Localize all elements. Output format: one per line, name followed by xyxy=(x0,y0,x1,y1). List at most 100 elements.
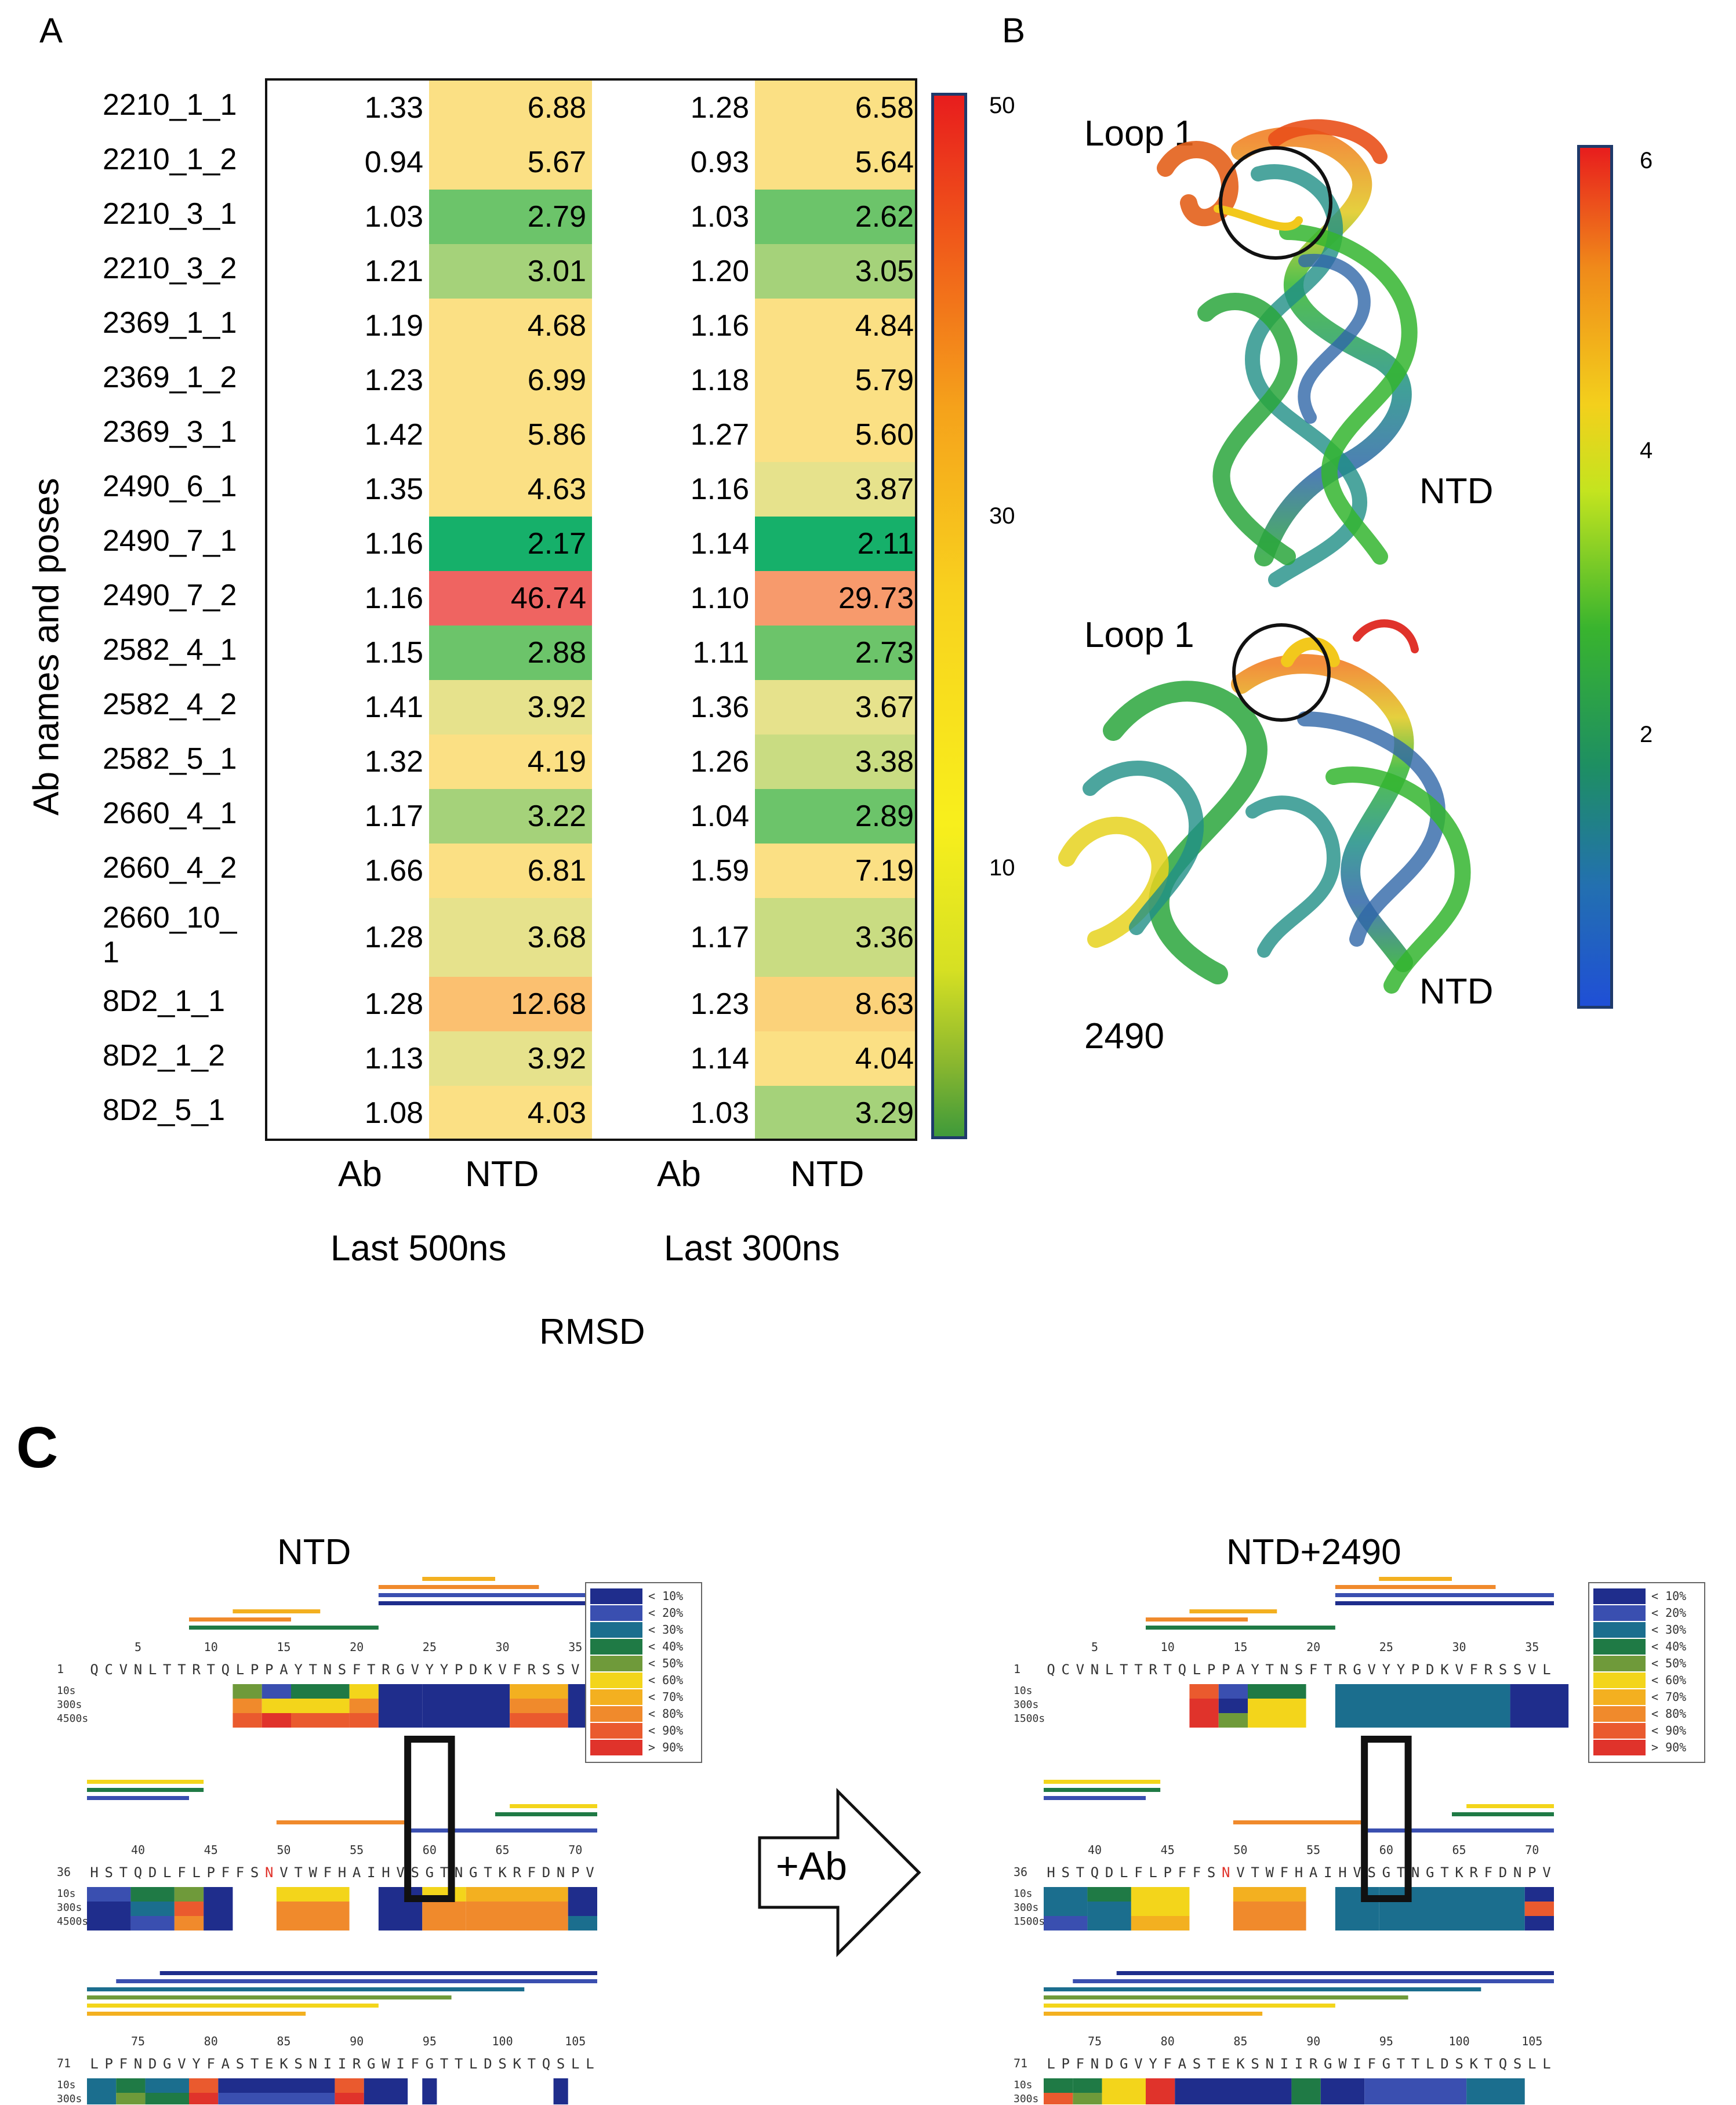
heatmap-row-name: 2660_10_ 1 xyxy=(103,901,237,969)
sequence-residue: F xyxy=(1367,2056,1375,2072)
hdx-uptake-cell xyxy=(1524,1902,1554,1916)
sequence-residue: T xyxy=(1411,2056,1419,2072)
hdx-uptake-cell xyxy=(1510,1699,1569,1713)
hdx-uptake-cell xyxy=(335,2093,364,2104)
sequence-residue: I xyxy=(1324,1864,1332,1881)
timepoint-label: 10s xyxy=(1014,1888,1033,1900)
peptide-bar xyxy=(87,1788,204,1792)
sequence-residue: N xyxy=(1265,2056,1273,2072)
sequence-residue: G xyxy=(426,2056,434,2072)
sequence-residue: S xyxy=(338,1662,346,1678)
sequence-residue: F xyxy=(1076,2056,1084,2072)
legend-swatch xyxy=(1593,1673,1646,1688)
sequence-residue: T xyxy=(1207,2056,1215,2072)
sequence-residue: S xyxy=(1061,1864,1069,1881)
sequence-residue: V xyxy=(1367,1662,1375,1678)
hdx-uptake-cell xyxy=(218,2078,335,2093)
heatmap-cell: 1.41 xyxy=(364,690,423,724)
hdx-uptake-cell xyxy=(378,1699,423,1713)
peptide-bar xyxy=(189,1617,291,1622)
peptide-bar xyxy=(378,1593,597,1597)
sequence-residue: S xyxy=(498,2056,506,2072)
sequence-residue: T xyxy=(163,1662,171,1678)
sequence-residue: L xyxy=(571,2056,579,2072)
hdx-uptake-cell xyxy=(130,1916,175,1931)
legend-label: > 90% xyxy=(1651,1740,1686,1754)
sequence-residue: T xyxy=(1163,1662,1171,1678)
timepoint-label: 300s xyxy=(1014,1699,1038,1711)
sequence-residue: N xyxy=(557,1864,565,1881)
timepoint-label: 300s xyxy=(1014,2093,1038,2104)
legend-label: < 40% xyxy=(1651,1639,1686,1653)
heatmap-cell: 2.11 xyxy=(755,517,915,571)
heatmap-cell: 4.63 xyxy=(429,462,592,517)
hdx-uptake-cell xyxy=(422,1902,466,1916)
sequence-residue: L xyxy=(1120,1864,1128,1881)
heatmap-row-name: 2490_7_2 xyxy=(103,579,237,612)
sequence-residue: F xyxy=(177,1864,186,1881)
sequence-residue: R xyxy=(1484,1662,1493,1678)
sequence-residue: H xyxy=(338,1864,346,1881)
residue-tick: 70 xyxy=(568,1843,582,1857)
sequence-residue: G xyxy=(1120,2056,1128,2072)
legend-label: < 30% xyxy=(1651,1623,1686,1637)
heatmap-colorbar-tick-30: 30 xyxy=(989,503,1015,529)
sequence-residue: I xyxy=(338,2056,346,2072)
legend-swatch xyxy=(1593,1639,1646,1655)
sequence-residue: K xyxy=(1440,1662,1449,1678)
sequence-residue: F xyxy=(1193,1864,1201,1881)
sequence-residue: S xyxy=(236,2056,244,2072)
peptide-bar xyxy=(87,1987,525,1991)
hdx-uptake-cell xyxy=(233,1699,262,1713)
peptide-bar xyxy=(1189,1609,1277,1613)
heatmap-row-name: 2490_7_1 xyxy=(103,524,237,558)
hdx-uptake-cell xyxy=(174,1916,204,1931)
sequence-residue: G xyxy=(163,2056,171,2072)
structure-colorbar-tick-6: 6 xyxy=(1640,148,1653,173)
sequence-residue: S xyxy=(1455,2056,1463,2072)
sequence-residue: G xyxy=(367,2056,375,2072)
sequence-residue: T xyxy=(308,1662,317,1678)
peptide-bar xyxy=(87,1780,204,1784)
hdx-uptake-cell xyxy=(1233,1902,1306,1916)
peptide-bar xyxy=(159,1971,597,1975)
residue-tick: 25 xyxy=(423,1640,437,1654)
sequence-residue: T xyxy=(1397,1864,1405,1881)
heatmap-row-name: 8D2_1_2 xyxy=(103,1039,226,1073)
hdx-title-right: NTD+2490 xyxy=(1226,1532,1401,1572)
hdx-uptake-cell xyxy=(204,1916,233,1931)
heatmap-x-label: RMSD xyxy=(539,1312,645,1352)
residue-tick: 50 xyxy=(277,1843,290,1857)
sequence-residue: P xyxy=(1207,1662,1215,1678)
sequence-residue: F xyxy=(353,1662,361,1678)
sequence-residue: Q xyxy=(1047,1662,1055,1678)
peptide-bar xyxy=(87,1995,452,1999)
segment-start-number: 36 xyxy=(57,1865,71,1879)
sequence-residue: T xyxy=(1324,1662,1332,1678)
heatmap-row-name: 2210_3_1 xyxy=(103,197,237,231)
legend-swatch xyxy=(1593,1723,1646,1739)
hdx-uptake-cell xyxy=(422,1699,510,1713)
sequence-residue: W xyxy=(382,2056,390,2072)
heatmap-row-name: 8D2_1_1 xyxy=(103,984,226,1018)
hdx-uptake-cell xyxy=(1146,2093,1175,2104)
sequence-residue: Q xyxy=(1091,1864,1099,1881)
hdx-uptake-cell xyxy=(1364,2078,1467,2093)
hdx-uptake-cell xyxy=(1189,1699,1219,1713)
sequence-residue: F xyxy=(1178,1864,1186,1881)
sequence-residue: N xyxy=(1091,1662,1099,1678)
sequence-residue: G xyxy=(1426,1864,1434,1881)
residue-tick: 30 xyxy=(1452,1640,1466,1654)
sequence-residue: P xyxy=(265,1662,273,1678)
heatmap-cell: 1.16 xyxy=(364,581,423,615)
sequence-residue: V xyxy=(1455,1662,1463,1678)
heatmap-cell: 1.17 xyxy=(364,799,423,833)
hdx-uptake-cell xyxy=(510,1684,568,1699)
sequence-residue: R xyxy=(382,1662,390,1678)
peptide-bar xyxy=(378,1585,539,1589)
sequence-residue: S xyxy=(1513,1662,1521,1678)
heatmap-row-name: 2210_1_1 xyxy=(103,88,237,122)
sequence-residue: G xyxy=(1324,2056,1332,2072)
hdx-uptake-cell xyxy=(87,1916,131,1931)
peptide-bar xyxy=(1335,1601,1554,1605)
